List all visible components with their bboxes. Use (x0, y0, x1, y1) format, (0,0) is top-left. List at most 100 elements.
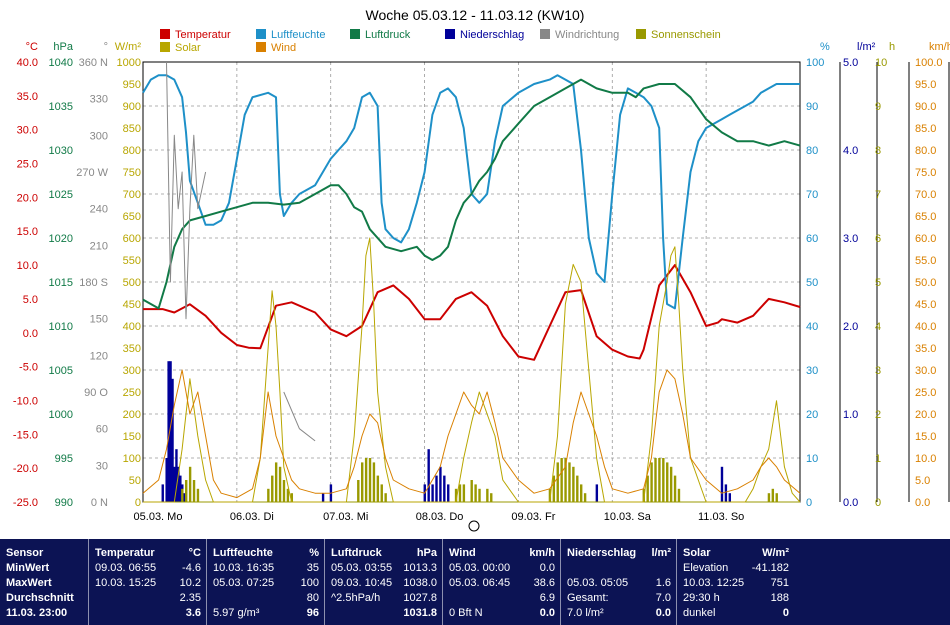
bar-mark (669, 466, 673, 502)
x-tick-label: 06.03. Di (230, 511, 274, 523)
axis-tick-label: 20.0 (915, 409, 936, 421)
bar-mark (364, 458, 368, 502)
axis-unit-label: W/m² (115, 41, 142, 53)
axis-tick-label: 45.0 (915, 299, 936, 311)
axis-unit-label: km/h (929, 41, 950, 53)
axis-tick-label: 150 (90, 314, 108, 326)
axis-tick-label: 20 (806, 409, 818, 421)
axis-tick-label: 0.0 (23, 328, 38, 340)
summary-row: Durchschnitt (6, 591, 82, 606)
bar-mark (267, 488, 270, 502)
row-value: 1.6 (655, 577, 671, 589)
series-line (166, 61, 316, 442)
axis-tick-label: 50 (129, 475, 141, 487)
row-label: 29:30 h (683, 592, 720, 604)
axis-tick-label: 25.0 (17, 159, 38, 171)
axis-tick-label: 550 (123, 255, 141, 267)
axis-tick-label: 35.0 (17, 91, 38, 103)
summary-row: Elevation -41.182 (683, 561, 789, 576)
row-label: 05.03. 06:45 (449, 577, 511, 589)
column-header: Sensor (6, 546, 82, 561)
axis-tick-label: 70 (806, 189, 818, 201)
summary-row: 1031.8 (331, 606, 437, 621)
axis-unit-label: h (889, 41, 895, 53)
axis-tick-label: 50.0 (915, 277, 936, 289)
legend-swatch (160, 42, 170, 52)
row-value: 6.9 (539, 592, 555, 604)
axis-tick-label: 60.0 (915, 233, 936, 245)
row-label: Durchschnitt (6, 592, 74, 604)
row-label: 05.03. 07:25 (213, 577, 275, 589)
axis-tick-label: -10.0 (13, 395, 38, 407)
bar-mark (361, 462, 364, 502)
axis-tick-label: 55.0 (915, 255, 936, 267)
axis-tick-label: 1015 (49, 277, 73, 289)
column-unit: l/m² (651, 547, 671, 559)
bar-mark (771, 488, 775, 502)
bar-mark (282, 480, 286, 502)
axis-tick-label: 30 (806, 365, 818, 377)
axis-tick-label: 700 (123, 189, 141, 201)
summary-row: 09.03. 06:55 -4.6 (95, 561, 201, 576)
axis-tick-label: 0.0 (915, 497, 930, 509)
axis-tick-label: 995 (55, 453, 73, 465)
summary-column: Luftdruck hPa 05.03. 03:55 1013.3 09.03. 10:… (324, 539, 443, 625)
bar-mark (662, 458, 665, 502)
axis-tick-label: 400 (123, 321, 141, 333)
summary-row: 5.97 g/m³ 96 (213, 606, 319, 621)
column-unit: °C (188, 547, 201, 559)
bar-mark (658, 458, 661, 502)
axis-tick-label: 900 (123, 101, 141, 113)
bar-mark (552, 475, 556, 502)
summary-row: 09.03. 10:45 1038.0 (331, 576, 437, 591)
axis-tick-label: 15.0 (915, 431, 936, 443)
summary-row: 29:30 h 188 (683, 591, 789, 606)
grid (143, 62, 800, 502)
bar-mark (580, 484, 583, 502)
axis-tick-label: 450 (123, 299, 141, 311)
chart-title: Woche 05.03.12 - 11.03.12 (KW10) (366, 7, 585, 23)
summary-row: 3.6 (95, 606, 201, 621)
column-header: Solar W/m² (683, 546, 789, 561)
axis-tick-label: 300 (90, 130, 108, 142)
bar-mark (642, 488, 645, 502)
bar-mark (458, 484, 462, 502)
bar-mark (183, 493, 186, 502)
column-title: Sensor (6, 547, 44, 559)
axis-tick-label: 5.0 (23, 294, 38, 306)
summary-column: Niederschlag l/m² 05.03. 05:05 1.6 Gesamt: 7.… (560, 539, 677, 625)
row-value: 10.2 (179, 577, 201, 589)
axis-tick-label: 0 N (91, 497, 108, 509)
column-header: Temperatur °C (95, 546, 201, 561)
summary-row: 05.03. 05:05 1.6 (567, 576, 671, 591)
axis-tick-label: 240 (90, 204, 108, 216)
row-value: 96 (306, 607, 319, 619)
bar-mark (427, 449, 430, 502)
column-unit: hPa (416, 547, 437, 559)
row-value: 3.6 (185, 607, 201, 619)
axis-tick-label: 0 (875, 497, 881, 509)
axis-tick-label: 1 (875, 453, 881, 465)
x-tick-label: 08.03. Do (416, 511, 464, 523)
bar-mark (431, 484, 434, 502)
legend-swatch (160, 29, 170, 39)
row-label: ^2.5hPa/h (331, 592, 381, 604)
row-label: 09.03. 06:55 (95, 562, 157, 574)
axis-tick-label: 90.0 (915, 101, 936, 113)
axis-tick-label: 9 (875, 101, 881, 113)
legend-label: Luftdruck (365, 29, 411, 41)
axis-tick-label: 850 (123, 123, 141, 135)
row-label: 05.03. 05:05 (567, 577, 629, 589)
axis-tick-label: 3.0 (843, 233, 858, 245)
axis-tick-label: 3 (875, 365, 881, 377)
bar-mark (167, 361, 170, 502)
column-header: Luftdruck hPa (331, 546, 437, 561)
axis-unit-label: l/m² (857, 41, 876, 53)
series-line (142, 78, 801, 310)
axis-tick-label: 40 (806, 321, 818, 333)
summary-row: 80 (213, 591, 319, 606)
bar-mark (673, 475, 677, 502)
axis-tick-label: 7 (875, 189, 881, 201)
axis-tick-label: 20.0 (17, 192, 38, 204)
row-value: 0 (782, 607, 789, 619)
